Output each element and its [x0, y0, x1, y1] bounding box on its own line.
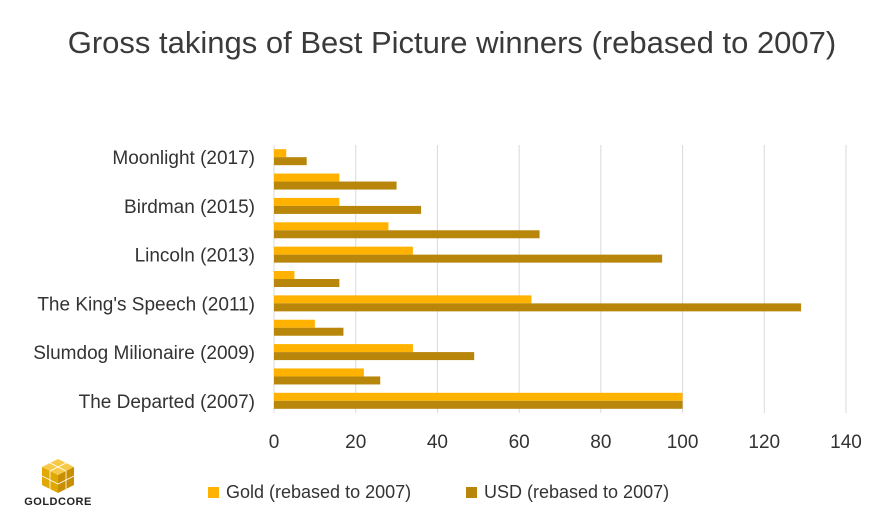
bar-usd-9: [274, 181, 397, 190]
legend-label-gold: Gold (rebased to 2007): [226, 482, 412, 502]
bar-usd-8: [274, 205, 422, 214]
bar-usd-2: [274, 352, 475, 361]
x-tick-label: 140: [830, 432, 862, 453]
gold-cube-icon: [41, 459, 75, 493]
bar-gold-10: [274, 149, 287, 158]
legend-swatch-gold: [208, 487, 219, 498]
bar-usd-10: [274, 157, 307, 166]
legend-swatch-usd: [466, 487, 477, 498]
x-tick-label: 40: [427, 432, 448, 453]
y-category-label: The King's Speech (2011): [37, 294, 255, 315]
bar-gold-2: [274, 344, 413, 353]
bar-usd-0: [274, 400, 683, 409]
x-tick-label: 20: [345, 432, 366, 453]
bar-gold-8: [274, 197, 340, 206]
legend-item-usd: USD (rebased to 2007): [466, 482, 669, 503]
bar-usd-3: [274, 327, 344, 336]
bar-gold-0: [274, 392, 683, 401]
bar-gold-7: [274, 222, 389, 231]
bar-gold-4: [274, 295, 532, 304]
legend-item-gold: Gold (rebased to 2007): [208, 482, 411, 503]
bar-usd-4: [274, 303, 802, 312]
bar-usd-6: [274, 254, 663, 263]
x-tick-label: 100: [667, 432, 699, 453]
y-category-label: Moonlight (2017): [112, 148, 255, 169]
bar-usd-1: [274, 376, 381, 385]
legend-label-usd: USD (rebased to 2007): [484, 482, 670, 502]
x-tick-label: 0: [269, 432, 280, 453]
bar-gold-9: [274, 173, 340, 182]
y-category-label: The Departed (2007): [79, 392, 255, 413]
y-category-label: Birdman (2015): [124, 197, 255, 218]
bar-usd-5: [274, 279, 340, 287]
logo-text: GOLDCORE: [24, 496, 92, 508]
chart-legend: Gold (rebased to 2007) USD (rebased to 2…: [0, 482, 884, 510]
bar-gold-5: [274, 271, 295, 279]
bar-gold-6: [274, 246, 413, 255]
y-category-label: Lincoln (2013): [135, 246, 255, 267]
bar-gold-1: [274, 368, 364, 377]
bar-gold-3: [274, 319, 315, 328]
y-category-label: Slumdog Milionaire (2009): [33, 343, 255, 364]
x-tick-label: 120: [748, 432, 780, 453]
chart-title: Gross takings of Best Picture winners (r…: [67, 25, 837, 60]
bar-usd-7: [274, 230, 540, 239]
goldcore-logo: GOLDCORE: [8, 456, 108, 516]
x-tick-label: 80: [590, 432, 611, 453]
x-tick-label: 60: [509, 432, 530, 453]
